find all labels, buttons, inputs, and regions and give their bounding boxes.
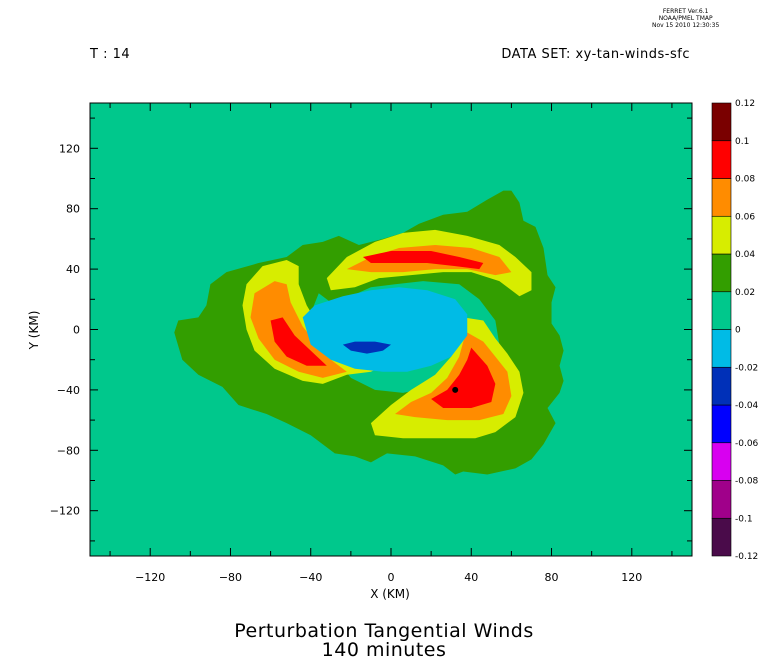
- colorbar-level-label: -0.04: [735, 401, 759, 411]
- stamp-line-2: NOAA/PMEL TMAP: [658, 15, 713, 22]
- colorbar-level-label: 0.1: [735, 137, 749, 147]
- colorbar-swatch: [711, 178, 732, 217]
- x-axis-label: X (KM): [370, 587, 410, 601]
- colorbar-swatch: [711, 517, 732, 557]
- contour-blue-minimum: [342, 341, 391, 354]
- x-tick-label: −40: [299, 571, 322, 584]
- x-tick-label: 80: [545, 571, 559, 584]
- x-tick-label: 40: [464, 571, 478, 584]
- y-tick-label: −120: [50, 505, 80, 518]
- contour-cyan-core: [302, 287, 468, 372]
- colorbar-swatch: [711, 366, 732, 406]
- y-tick-label: 0: [73, 324, 80, 337]
- time-label: T : 14: [90, 47, 131, 62]
- colorbar-level-label: -0.12: [735, 552, 758, 562]
- colorbar-level-label: -0.08: [735, 477, 759, 487]
- colorbar-level-label: -0.02: [735, 363, 758, 373]
- max-point-marker: [452, 386, 459, 393]
- colorbar-level-label: 0.06: [735, 212, 755, 222]
- colorbar-swatch: [711, 140, 732, 179]
- colorbar-level-label: -0.06: [735, 439, 759, 449]
- x-tick-label: −80: [219, 571, 242, 584]
- colorbar-swatch: [711, 215, 732, 255]
- chart-subtitle: 140 minutes: [321, 639, 447, 661]
- x-tick-label: 0: [388, 571, 395, 584]
- colorbar-swatch: [711, 480, 732, 519]
- colorbar-swatch: [711, 329, 732, 368]
- colorbar: -0.12 -0.1 -0.08 -0.06 -0.04 -0.02 0 0.02 0.04 0.…: [711, 99, 759, 562]
- dataset-label: DATA SET: xy-tan-winds-sfc: [501, 47, 690, 62]
- contour-0.08-north: [362, 250, 484, 270]
- y-tick-label: −80: [57, 444, 80, 457]
- colorbar-swatch: [711, 253, 732, 293]
- contour-0.08-southeast: [431, 347, 496, 409]
- y-tick-label: 40: [66, 263, 80, 276]
- y-tick-label: −40: [57, 384, 80, 397]
- colorbar-level-label: 0.02: [735, 288, 755, 298]
- chart-title: Perturbation Tangential Winds: [234, 620, 534, 642]
- contour-0.08-west: [270, 317, 327, 366]
- colorbar-level-label: 0.12: [735, 99, 755, 109]
- stamp-line-3: Nov 15 2010 12:30:35: [652, 22, 720, 29]
- y-tick-label: 120: [59, 142, 80, 155]
- x-tick-label: −120: [135, 571, 165, 584]
- x-axis-ticks: −120 −80 −40 0 40 80 120: [109, 103, 673, 584]
- colorbar-swatch: [711, 291, 732, 330]
- software-stamp: FERRET Ver.6.1 NOAA/PMEL TMAP Nov 15 201…: [652, 8, 719, 29]
- colorbar-level-label: 0: [735, 326, 741, 336]
- plot-area: [90, 103, 692, 556]
- colorbar-swatch: [711, 404, 732, 444]
- colorbar-level-label: 0.04: [735, 250, 755, 260]
- colorbar-swatch: [711, 442, 732, 481]
- stamp-line-1: FERRET Ver.6.1: [662, 8, 709, 15]
- colorbar-swatch: [711, 102, 732, 142]
- colorbar-level-label: 0.08: [735, 175, 755, 185]
- x-tick-label: 120: [621, 571, 642, 584]
- colorbar-level-label: -0.1: [735, 514, 753, 524]
- y-tick-label: 80: [66, 203, 80, 216]
- y-axis-label: Y (KM): [27, 311, 41, 351]
- y-axis-ticks: −120 −80 −40 0 40 80 120: [50, 117, 692, 542]
